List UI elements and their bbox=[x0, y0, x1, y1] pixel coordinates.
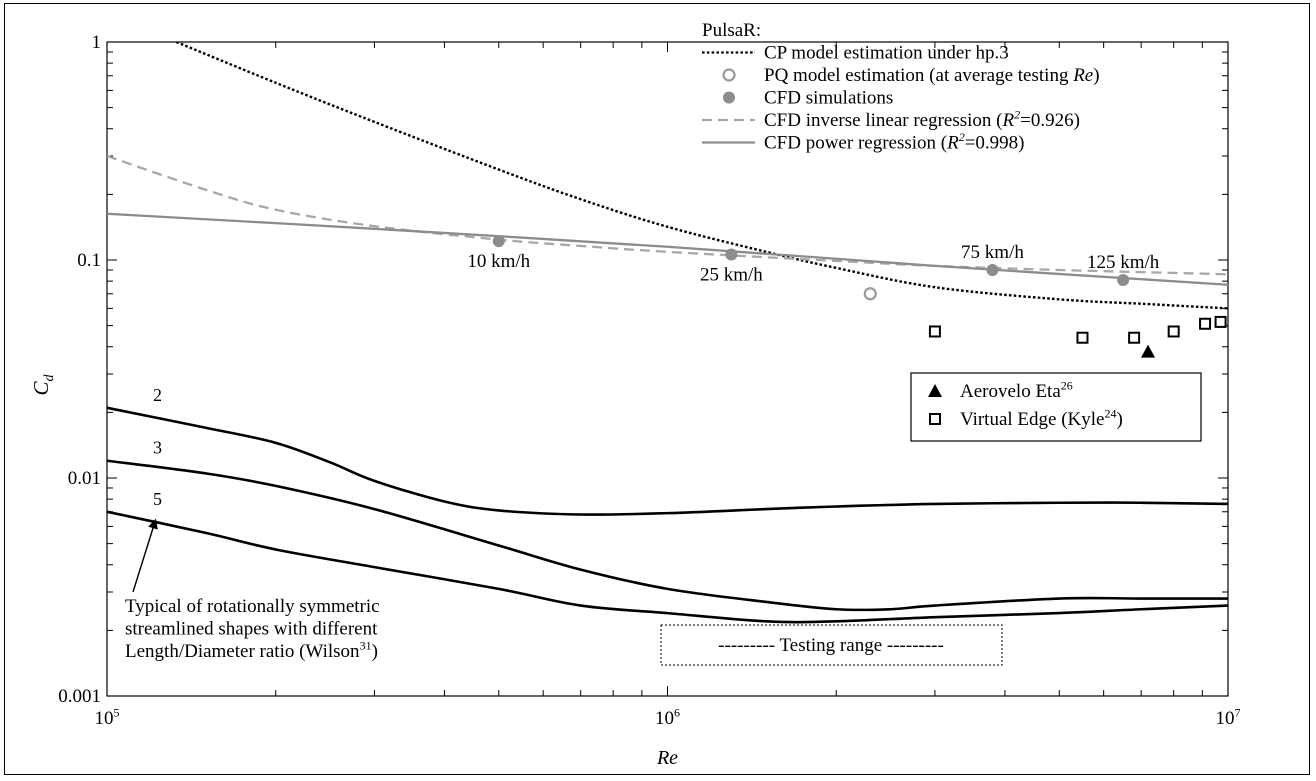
series-shape2 bbox=[107, 406, 1228, 516]
y-tick-label: 0.001 bbox=[58, 686, 101, 707]
legend-item-cfd: CFD simulations bbox=[723, 88, 893, 109]
legend-item-inv: CFD inverse linear regression (R2=0.926) bbox=[702, 107, 1080, 131]
legend-item-virtual: Virtual Edge (Kyle24) bbox=[929, 406, 1123, 430]
legend-item-pq: PQ model estimation (at average testing … bbox=[722, 65, 1100, 86]
legend-label: Aerovelo Eta26 bbox=[960, 378, 1073, 402]
point-cfd bbox=[492, 235, 505, 248]
x-tick-label: 105 bbox=[95, 705, 120, 729]
series-cp bbox=[175, 42, 1228, 310]
point-virtual bbox=[1214, 315, 1227, 328]
point-virtual bbox=[1076, 331, 1089, 344]
legend-swatch bbox=[722, 68, 736, 82]
series-shape3 bbox=[107, 459, 1228, 612]
series-label-shape2: 2 bbox=[153, 385, 162, 405]
legend-label: CFD inverse linear regression (R2=0.926) bbox=[764, 107, 1080, 131]
legend-box: Aerovelo Eta26 Virtual Edge (Kyle24) bbox=[910, 372, 1202, 442]
legend-item-pow: CFD power regression (R2=0.998) bbox=[702, 130, 1025, 154]
point-cfd bbox=[1117, 273, 1130, 286]
series-label-shape3: 3 bbox=[153, 438, 162, 458]
speed-label: 125 km/h bbox=[1087, 252, 1160, 273]
legend-label: CFD power regression (R2=0.998) bbox=[764, 130, 1025, 154]
testing-range-box: --------- Testing range --------- bbox=[660, 624, 1003, 666]
legend-title: PulsaR: bbox=[702, 20, 761, 41]
point-virtual bbox=[1199, 317, 1212, 330]
annotation-line: Typical of rotationally symmetric bbox=[125, 596, 380, 617]
legend-swatch bbox=[928, 384, 942, 397]
legend: PulsaR:CP model estimation under hp.3PQ … bbox=[702, 20, 1100, 154]
legend-swatch bbox=[723, 91, 735, 104]
legend-label: CP model estimation under hp.3 bbox=[764, 43, 1009, 64]
testing-range-label: --------- Testing range --------- bbox=[718, 635, 944, 656]
x-axis-title: Re bbox=[656, 747, 678, 769]
series-inv bbox=[107, 154, 1228, 276]
x-tick-label: 107 bbox=[1216, 705, 1241, 729]
annotation: Typical of rotationally symmetricstreaml… bbox=[125, 518, 380, 662]
annotation-line: Length/Diameter ratio (Wilson31) bbox=[125, 638, 378, 662]
figure-frame: 105 106 107 1 0.1 0.01 0.001 2 3 5 10 km/h 25 km/h… bbox=[4, 3, 1310, 775]
point-aerovelo bbox=[1141, 344, 1156, 358]
speed-label: 10 km/h bbox=[467, 251, 530, 272]
legend-item-cp: CP model estimation under hp.3 bbox=[702, 43, 1009, 64]
point-cfd bbox=[725, 248, 738, 261]
legend-label: PQ model estimation (at average testing … bbox=[764, 65, 1100, 86]
testing-range-border bbox=[660, 624, 1003, 666]
series-shape5 bbox=[107, 510, 1228, 624]
legend-label: CFD simulations bbox=[764, 88, 893, 109]
annotation-line: streamlined shapes with different bbox=[125, 619, 378, 640]
series-layer bbox=[107, 42, 1228, 624]
y-tick-label: 1 bbox=[92, 32, 102, 53]
point-virtual bbox=[928, 325, 941, 338]
point-cfd bbox=[986, 263, 999, 276]
y-tick-label: 0.01 bbox=[68, 468, 101, 489]
x-tick-label: 106 bbox=[655, 705, 680, 729]
annotation-arrow bbox=[132, 518, 158, 593]
chart: 105 106 107 1 0.1 0.01 0.001 2 3 5 10 km/h 25 km/h… bbox=[29, 20, 1241, 769]
point-virtual bbox=[1128, 331, 1141, 344]
axis-titles: Re Cd bbox=[29, 373, 678, 769]
legend-label: Virtual Edge (Kyle24) bbox=[960, 406, 1123, 430]
point-pq bbox=[863, 287, 877, 301]
series-label-shape5: 5 bbox=[153, 489, 162, 509]
points-layer bbox=[492, 235, 1227, 358]
axis-ticks: 105 106 107 1 0.1 0.01 0.001 bbox=[58, 32, 1240, 729]
labels-layer: 2 3 5 10 km/h 25 km/h 75 km/h 125 km/h bbox=[153, 242, 1160, 509]
y-axis-title-text: Cd bbox=[29, 373, 57, 395]
speed-label: 25 km/h bbox=[700, 264, 763, 285]
y-axis-title: Cd bbox=[29, 373, 57, 395]
legend-swatch bbox=[929, 413, 941, 425]
legend-item-aerovelo: Aerovelo Eta26 bbox=[928, 378, 1073, 402]
point-virtual bbox=[1167, 325, 1180, 338]
y-tick-label: 0.1 bbox=[77, 250, 101, 271]
speed-label: 75 km/h bbox=[961, 242, 1024, 263]
legend-box-border bbox=[910, 372, 1202, 442]
series-pow bbox=[107, 212, 1228, 286]
